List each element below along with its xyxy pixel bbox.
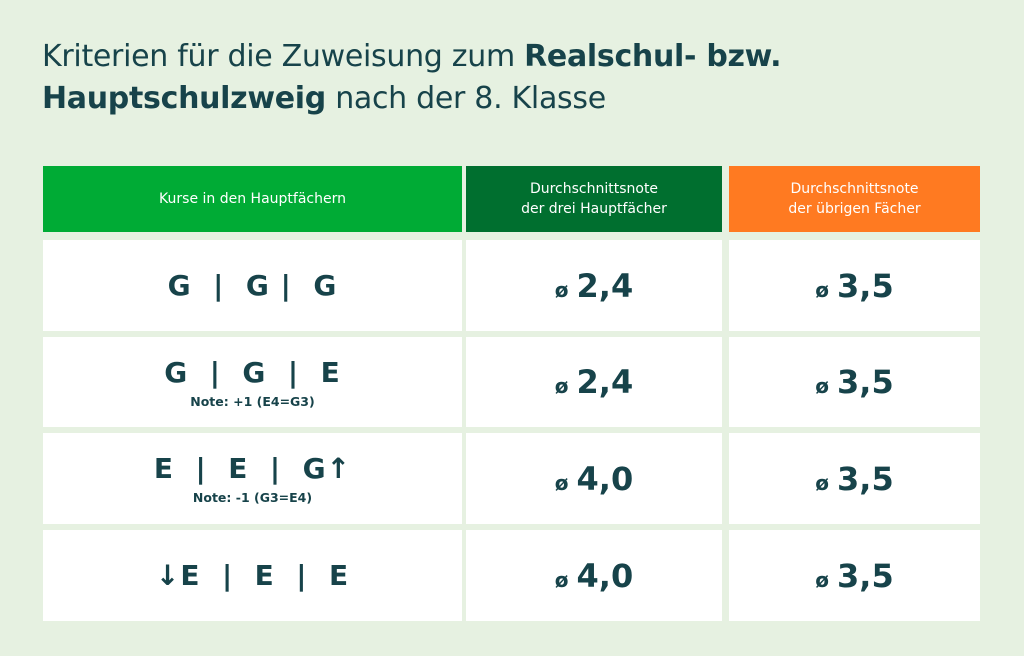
- avg-main-cell: ø 2,4: [466, 337, 722, 427]
- average-icon: ø: [554, 567, 569, 592]
- header-avg-main-line1: Durchschnittsnote: [529, 181, 659, 197]
- avg-other-cell: ø 3,5: [729, 530, 980, 621]
- avg-other-cell: ø 3,5: [729, 433, 980, 524]
- average-icon: ø: [554, 374, 569, 398]
- avg-main-cell: ø 4,0: [466, 433, 722, 524]
- avg-main-value: 4,0: [576, 459, 634, 498]
- avg-main-value: 4,0: [576, 556, 634, 595]
- header-courses-label: Kurse in den Hauptfächern: [159, 191, 346, 207]
- avg-other-value: 3,5: [837, 556, 894, 595]
- avg-main-value: 2,4: [576, 266, 634, 305]
- avg-other-value: 3,5: [837, 363, 894, 401]
- courses-value: ↓E | E | E: [155, 558, 350, 592]
- title-text-2: nach der 8. Klasse: [325, 81, 606, 116]
- courses-note: Note: +1 (E4=G3): [190, 393, 315, 409]
- avg-other-value: 3,5: [837, 266, 894, 305]
- courses-value: E | E | G↑: [153, 452, 352, 485]
- header-avg-main: Durchschnittsnote der drei Hauptfächer: [466, 166, 722, 232]
- average-icon: ø: [554, 470, 569, 495]
- courses-note: Note: -1 (G3=E4): [192, 490, 313, 505]
- courses-cell: ↓E | E | E: [43, 530, 462, 621]
- header-courses: Kurse in den Hauptfächern: [43, 166, 462, 232]
- header-avg-other-line2: der übrigen Fächer: [788, 201, 921, 217]
- avg-other-cell: ø 3,5: [729, 240, 980, 331]
- title-bold-1: Realschul- bzw.: [524, 39, 782, 74]
- header-avg-other-line1: Durchschnittsnote: [790, 181, 919, 197]
- courses-cell: E | E | G↑ Note: -1 (G3=E4): [43, 433, 462, 524]
- avg-main-cell: ø 2,4: [466, 240, 722, 331]
- title-text-1: Kriterien für die Zuweisung zum: [42, 39, 525, 74]
- courses-value: G | G | G: [167, 268, 338, 302]
- avg-other-value: 3,5: [837, 459, 894, 498]
- title-bold-2: Hauptschulzweig: [42, 81, 326, 116]
- courses-value: G | G | E: [164, 355, 341, 389]
- average-icon: ø: [554, 277, 569, 302]
- header-avg-main-line2: der drei Hauptfächer: [521, 201, 667, 217]
- average-icon: ø: [815, 470, 830, 495]
- avg-other-cell: ø 3,5: [729, 337, 980, 427]
- courses-cell: G | G | G: [43, 240, 462, 331]
- page-title: Kriterien für die Zuweisung zum Realschu…: [42, 36, 1002, 120]
- avg-main-cell: ø 4,0: [466, 530, 722, 621]
- average-icon: ø: [815, 374, 830, 398]
- avg-main-value: 2,4: [576, 363, 634, 401]
- header-avg-other: Durchschnittsnote der übrigen Fächer: [729, 166, 980, 232]
- average-icon: ø: [815, 567, 830, 592]
- courses-cell: G | G | E Note: +1 (E4=G3): [43, 337, 462, 427]
- average-icon: ø: [815, 277, 830, 302]
